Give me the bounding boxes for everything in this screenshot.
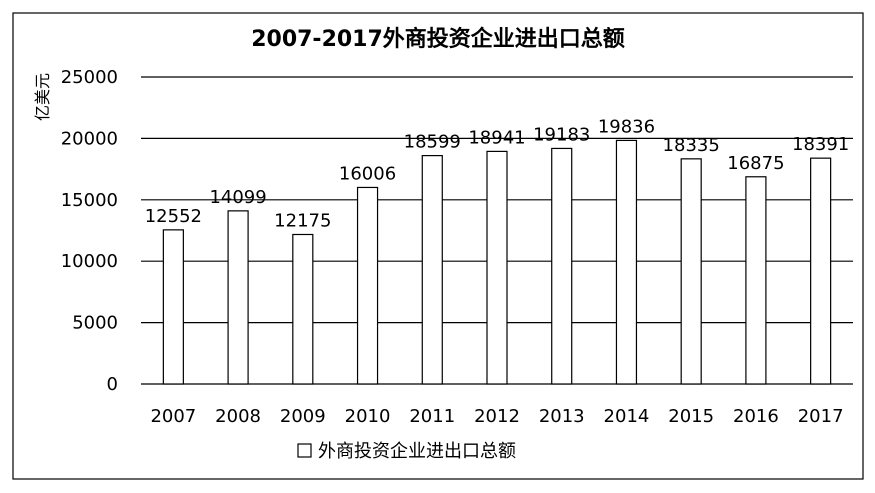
data-label: 18335 — [663, 135, 720, 156]
y-axis-label: 亿美元 — [33, 73, 52, 121]
bar — [551, 147, 573, 385]
x-tick-label: 2017 — [798, 406, 844, 427]
x-tick-label: 2015 — [668, 406, 714, 427]
x-tick-label: 2013 — [539, 406, 585, 427]
y-tick-label: 0 — [107, 374, 118, 395]
y-tick-label: 10000 — [61, 251, 118, 272]
x-tick-label: 2010 — [345, 406, 391, 427]
legend-label: 外商投资企业进出口总额 — [318, 441, 516, 462]
bar — [292, 233, 314, 385]
y-tick-label: 5000 — [72, 313, 118, 334]
legend: 外商投资企业进出口总额 — [297, 441, 516, 462]
data-label: 16875 — [727, 153, 784, 174]
data-label: 12552 — [145, 206, 202, 227]
x-axis-ticks: 2007 2008 2009 2010 2011 2012 2013 2014 2015 2016… — [150, 406, 843, 427]
bar — [486, 150, 508, 385]
bar — [421, 155, 443, 385]
data-labels: 12552 14099 12175 16006 18599 18941 19183 19836… — [145, 116, 850, 231]
bar — [162, 229, 184, 385]
bar — [227, 210, 249, 385]
x-tick-label: 2011 — [409, 406, 455, 427]
data-label: 14099 — [209, 187, 266, 208]
bar — [810, 157, 832, 385]
bar — [680, 158, 702, 385]
data-label: 16006 — [339, 163, 396, 184]
y-tick-label: 25000 — [61, 67, 118, 88]
gridlines — [141, 76, 853, 385]
data-label: 18941 — [468, 127, 525, 148]
bars — [162, 139, 832, 385]
x-tick-label: 2014 — [604, 406, 650, 427]
x-tick-label: 2007 — [150, 406, 196, 427]
bar — [356, 186, 379, 385]
data-label: 12175 — [274, 210, 331, 231]
y-tick-label: 20000 — [61, 128, 118, 149]
y-tick-label: 15000 — [61, 190, 118, 211]
legend-swatch — [297, 443, 312, 458]
data-label: 19836 — [598, 116, 655, 137]
x-tick-label: 2012 — [474, 406, 520, 427]
bar — [745, 176, 767, 385]
bar — [615, 139, 638, 385]
data-label: 18599 — [404, 132, 461, 153]
chart-title: 2007-2017外商投资企业进出口总额 — [251, 26, 625, 52]
x-tick-label: 2008 — [215, 406, 261, 427]
data-label: 18391 — [792, 134, 849, 155]
x-tick-label: 2009 — [280, 406, 326, 427]
y-axis-ticks: 0 5000 10000 15000 20000 25000 — [61, 67, 118, 395]
x-tick-label: 2016 — [733, 406, 779, 427]
data-label: 19183 — [533, 124, 590, 145]
